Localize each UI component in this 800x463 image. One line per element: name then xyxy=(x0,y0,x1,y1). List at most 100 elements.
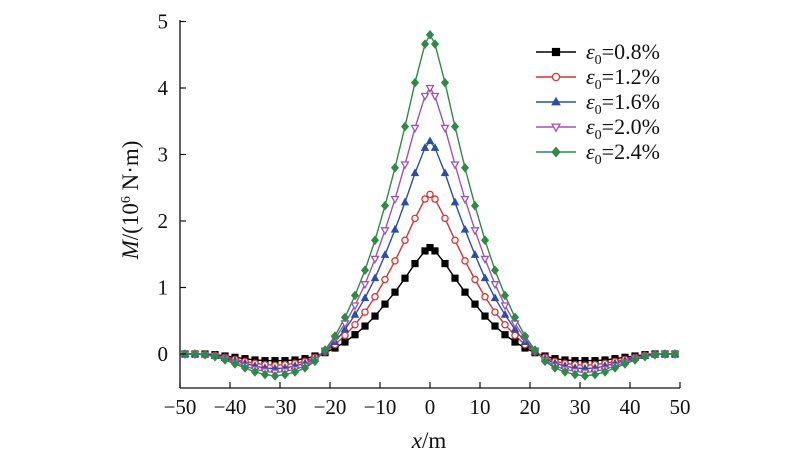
series-1-point xyxy=(451,274,459,282)
series-5-point xyxy=(210,351,220,362)
series-1-point xyxy=(411,259,419,268)
legend: ε0=0.8%ε0=1.2%ε0=1.6%ε0=2.0%ε0=2.4% xyxy=(536,39,660,168)
series-5-point xyxy=(490,265,500,276)
series-5-point xyxy=(430,39,440,49)
series-3-point xyxy=(510,324,520,333)
series-3-point xyxy=(400,197,410,206)
legend-marker-1 xyxy=(551,47,561,57)
series-5-point xyxy=(460,162,470,173)
series-5-point xyxy=(400,121,410,132)
series-3-point xyxy=(440,168,450,177)
series-4-point xyxy=(410,124,420,133)
series-5-point xyxy=(600,367,610,377)
series-2-point xyxy=(381,275,389,284)
y-tick-label: 4 xyxy=(158,76,169,100)
series-2-point xyxy=(341,331,349,340)
series-1-point xyxy=(511,338,519,346)
series-2-point xyxy=(481,293,489,301)
ticks-group: −50 −40 −30 −20 −10 0 10 20 30 40 50 0 1 2 3 4 5 xyxy=(158,10,691,420)
series-line-2 xyxy=(185,193,675,367)
y-tick-label: 5 xyxy=(158,10,169,34)
series-4-point xyxy=(430,92,440,102)
series-1-point xyxy=(371,312,379,320)
legend-label-2: ε0=1.2% xyxy=(586,64,660,93)
series-5-point xyxy=(250,367,260,377)
series-2-point xyxy=(491,308,499,316)
series-5-point xyxy=(480,235,490,246)
series-2-point xyxy=(441,214,449,223)
series-5-point xyxy=(200,349,210,360)
series-5-point xyxy=(470,200,480,211)
series-4-point xyxy=(380,227,390,236)
series-1-point xyxy=(401,274,409,282)
y-tick-label: 2 xyxy=(158,209,169,233)
series-3-point xyxy=(425,136,435,145)
series-5-point xyxy=(360,265,370,276)
series-5-point xyxy=(660,349,670,359)
series-3-point xyxy=(470,250,480,258)
series-2-point xyxy=(426,190,434,199)
series-1-point xyxy=(381,300,389,308)
series-1-point xyxy=(481,312,489,320)
series-5-point xyxy=(425,29,435,40)
series-5-point xyxy=(530,345,540,355)
x-tick-label: −30 xyxy=(264,395,297,419)
series-line-1 xyxy=(185,246,675,362)
series-5-point xyxy=(410,77,420,88)
series-5-point xyxy=(300,363,310,373)
x-tick-label: 20 xyxy=(520,395,541,419)
series-3-point xyxy=(480,273,490,282)
series-5-point xyxy=(540,356,550,367)
series-1-point xyxy=(341,338,349,346)
series-5-point xyxy=(510,312,520,323)
series-3-point xyxy=(490,293,500,302)
x-tick-label: 10 xyxy=(470,395,491,419)
legend-marker-2 xyxy=(551,72,561,82)
y-tick-label: 1 xyxy=(158,276,169,300)
series-2-point xyxy=(421,195,429,203)
series-5-point xyxy=(420,39,430,49)
y-tick-label: 3 xyxy=(158,143,169,167)
series-4-point xyxy=(470,227,480,236)
series-5-point xyxy=(260,369,270,380)
series-4-point xyxy=(370,255,380,264)
x-tick-label: 50 xyxy=(670,395,691,419)
series-3-point xyxy=(460,224,470,233)
x-tick-label: −20 xyxy=(314,395,347,419)
series-5-point xyxy=(640,351,650,362)
series-line-3 xyxy=(185,140,675,370)
legend-label-1: ε0=0.8% xyxy=(586,39,660,68)
series-1-point xyxy=(501,331,509,339)
x-tick-label: −50 xyxy=(164,395,197,419)
series-3-point xyxy=(450,197,460,206)
series-5-point xyxy=(350,290,360,301)
series-1-point xyxy=(441,259,449,268)
series-2-point xyxy=(471,275,479,284)
series-1-point xyxy=(351,331,359,339)
series-2-point xyxy=(361,308,369,316)
series-5-point xyxy=(550,363,560,373)
series-5-point xyxy=(450,121,460,132)
series-5-point xyxy=(270,371,280,381)
series-5-point xyxy=(390,162,400,173)
series-markers-group xyxy=(180,29,680,381)
series-4-point xyxy=(460,195,470,205)
series-1-point xyxy=(391,288,399,296)
series-5-point xyxy=(280,369,290,380)
series-5-point xyxy=(560,367,570,377)
series-4-point xyxy=(440,124,450,133)
series-5-point xyxy=(620,359,630,369)
x-tick-label: −40 xyxy=(214,395,247,419)
series-3-point xyxy=(370,273,380,282)
x-tick-label: 30 xyxy=(570,395,591,419)
series-5-point xyxy=(570,369,580,380)
series-5-point xyxy=(320,345,330,355)
x-tick-label: 40 xyxy=(620,395,641,419)
series-5-point xyxy=(590,369,600,380)
legend-marker-4 xyxy=(550,123,562,133)
series-5-point xyxy=(380,200,390,211)
legend-marker-3 xyxy=(551,96,561,106)
series-1-point xyxy=(471,300,479,308)
legend-marker-5 xyxy=(551,146,561,158)
